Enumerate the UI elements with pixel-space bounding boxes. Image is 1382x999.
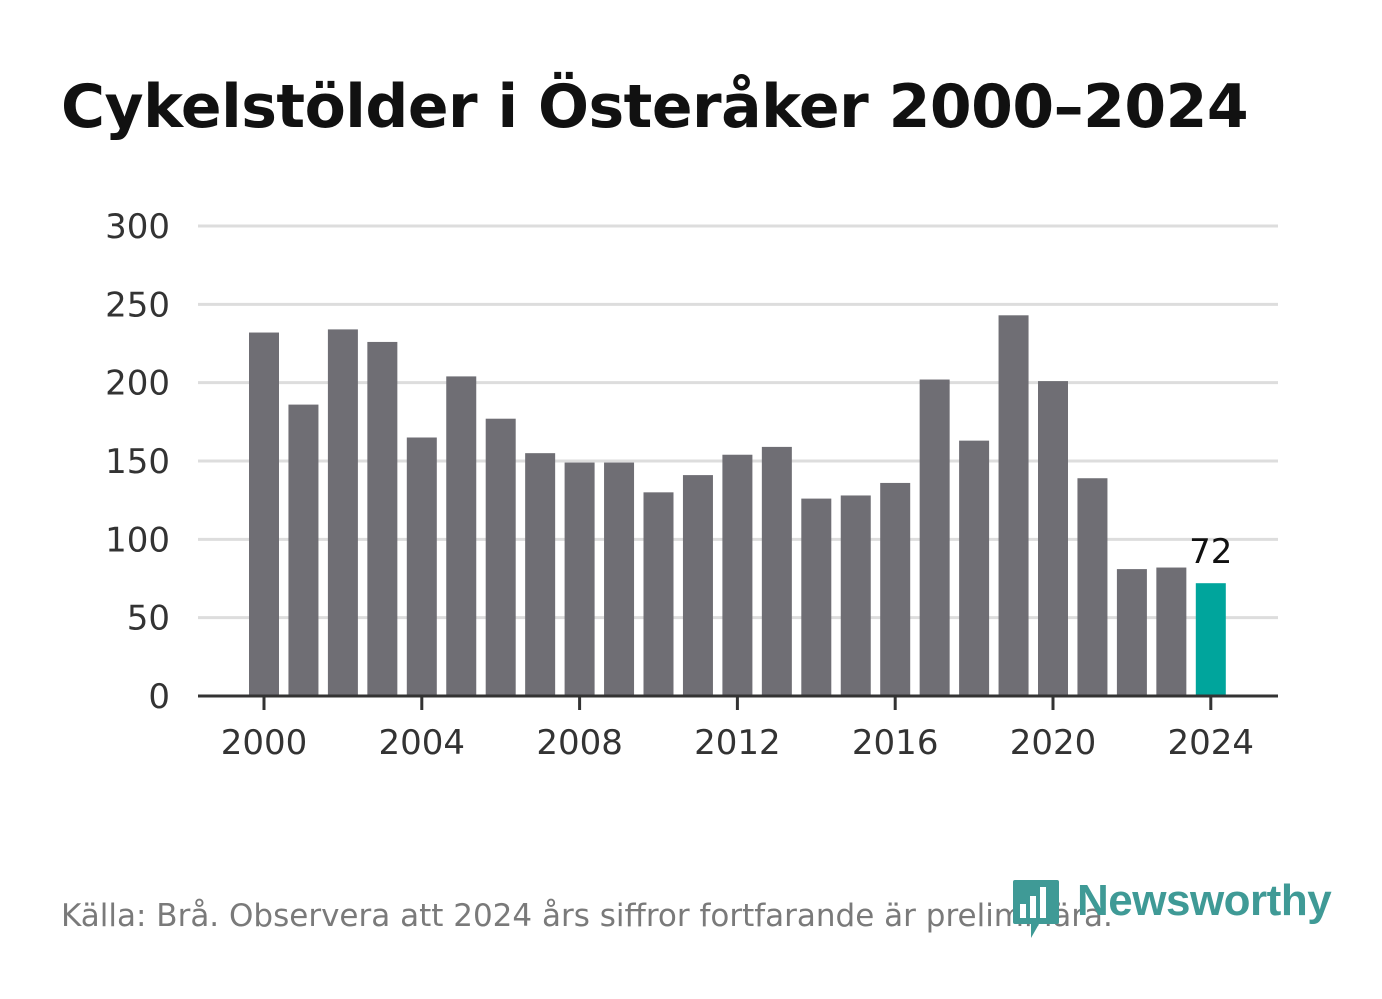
x-axis: 2000 2004 2008 2012 2016 2020 2024 bbox=[198, 694, 1278, 763]
bar-2000 bbox=[249, 332, 279, 696]
bars bbox=[249, 315, 1226, 696]
bar-2004 bbox=[406, 437, 437, 696]
chart-title: Cykelstölder i Österåker 2000–2024 bbox=[61, 72, 1249, 142]
y-axis-tick-labels: 0 50 100 150 200 250 300 bbox=[105, 207, 170, 717]
x-tick-label: 2008 bbox=[536, 723, 623, 763]
newsworthy-logo-icon bbox=[1013, 880, 1059, 938]
x-tick-label: 2020 bbox=[1010, 723, 1097, 763]
bar-2022 bbox=[1116, 569, 1147, 696]
bar-2013 bbox=[761, 446, 792, 696]
y-tick-label: 0 bbox=[148, 677, 170, 717]
x-tick-label: 2024 bbox=[1168, 723, 1255, 763]
bar-2002 bbox=[327, 329, 358, 696]
bar-2021 bbox=[1077, 478, 1108, 696]
bar-2009 bbox=[604, 462, 635, 696]
source-note: Källa: Brå. Observera att 2024 års siffr… bbox=[61, 898, 1113, 934]
bar-2003 bbox=[367, 341, 398, 696]
x-tick-label: 2004 bbox=[379, 723, 466, 763]
bar-2010 bbox=[643, 492, 674, 696]
bar-2006 bbox=[485, 418, 516, 696]
bar-2001 bbox=[288, 404, 319, 696]
bar-2019 bbox=[998, 315, 1029, 696]
y-tick-label: 150 bbox=[105, 442, 170, 482]
y-tick-label: 250 bbox=[105, 285, 170, 325]
data-label-2024: 72 bbox=[1189, 532, 1232, 572]
brand-name: Newsworthy bbox=[1077, 876, 1332, 925]
x-tick-label: 2000 bbox=[221, 723, 308, 763]
bar-2007 bbox=[525, 453, 556, 696]
bar-2012 bbox=[722, 454, 753, 696]
bar-2024 bbox=[1195, 583, 1226, 696]
bar-2011 bbox=[682, 475, 713, 696]
y-tick-label: 50 bbox=[127, 599, 170, 639]
bar-2016 bbox=[880, 482, 911, 696]
newsworthy-logo[interactable]: Newsworthy bbox=[1011, 876, 1332, 940]
bar-2014 bbox=[801, 498, 832, 696]
bar-2005 bbox=[446, 376, 477, 696]
x-tick-label: 2016 bbox=[852, 723, 939, 763]
bar-2023 bbox=[1156, 567, 1187, 696]
bar-2008 bbox=[564, 462, 595, 696]
bar-2018 bbox=[959, 440, 990, 696]
data-labels: 72 bbox=[1189, 532, 1232, 572]
bar-2020 bbox=[1038, 381, 1068, 696]
x-tick-label: 2012 bbox=[694, 723, 781, 763]
y-tick-label: 300 bbox=[105, 207, 170, 247]
bar-2015 bbox=[840, 495, 871, 696]
y-tick-label: 100 bbox=[105, 520, 170, 560]
y-tick-label: 200 bbox=[105, 364, 170, 404]
bar-2017 bbox=[919, 379, 950, 696]
